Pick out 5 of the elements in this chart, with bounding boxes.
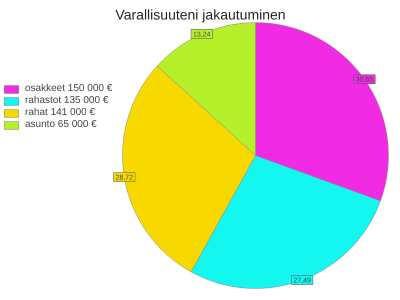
legend-label: rahastot 135 000 €	[25, 95, 108, 106]
legend-label: rahat 141 000 €	[25, 107, 96, 118]
legend-label: asunto 65 000 €	[25, 119, 97, 130]
chart-title: Varallisuuteni jakautuminen	[115, 6, 286, 22]
legend-label: osakkeet 150 000 €	[25, 83, 112, 94]
